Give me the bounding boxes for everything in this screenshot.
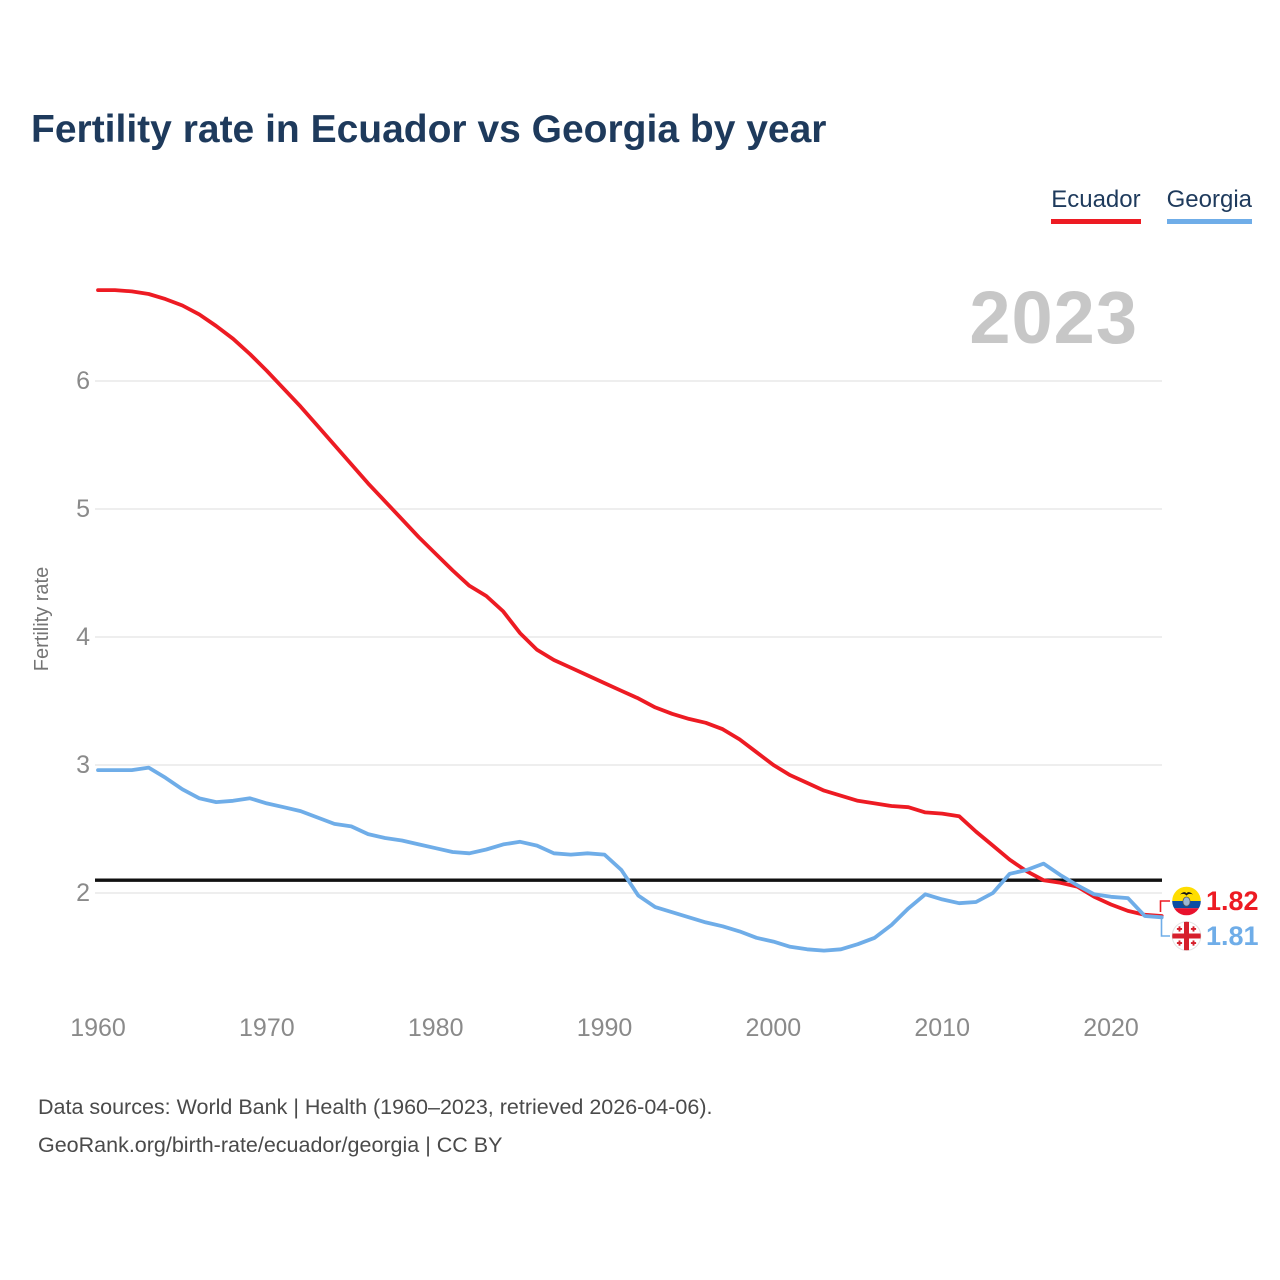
y-tick-label: 4 — [76, 623, 90, 651]
page-title: Fertility rate in Ecuador vs Georgia by … — [31, 108, 827, 151]
y-tick-label: 6 — [76, 367, 90, 395]
footer-sources: Data sources: World Bank | Health (1960–… — [38, 1095, 713, 1119]
y-tick-label: 2 — [76, 879, 90, 907]
georgia-flag-icon — [1171, 921, 1202, 951]
ecuador-end-value: 1.82 — [1206, 886, 1259, 916]
year-watermark: 2023 — [969, 276, 1138, 359]
x-tick-label: 2020 — [1083, 1014, 1139, 1042]
legend-item-ecuador[interactable]: Ecuador — [1051, 186, 1141, 224]
x-tick-label: 1980 — [407, 1014, 464, 1042]
x-tick-label: 1960 — [70, 1014, 126, 1042]
series-line-georgia — [96, 765, 1164, 953]
legend-item-georgia[interactable]: Georgia — [1166, 186, 1252, 224]
y-tick-label: 3 — [76, 751, 90, 779]
series-lines — [96, 288, 1164, 953]
footer-attribution: GeoRank.org/birth-rate/ecuador/georgia |… — [38, 1133, 503, 1157]
x-tick-label: 2010 — [914, 1014, 970, 1042]
x-tick-label: 1970 — [239, 1014, 295, 1042]
x-tick-label: 1990 — [576, 1014, 633, 1042]
legend: Ecuador Georgia — [1051, 186, 1252, 224]
x-tick-label: 2000 — [745, 1014, 802, 1042]
y-tick-label: 5 — [76, 495, 90, 523]
ecuador-flag-icon — [1172, 886, 1201, 916]
footer: Data sources: World Bank | Health (1960–… — [38, 1088, 712, 1164]
gridlines — [95, 380, 1162, 894]
series-line-ecuador — [96, 288, 1164, 918]
label-connectors — [1159, 900, 1170, 937]
georgia-end-value: 1.81 — [1206, 921, 1259, 951]
